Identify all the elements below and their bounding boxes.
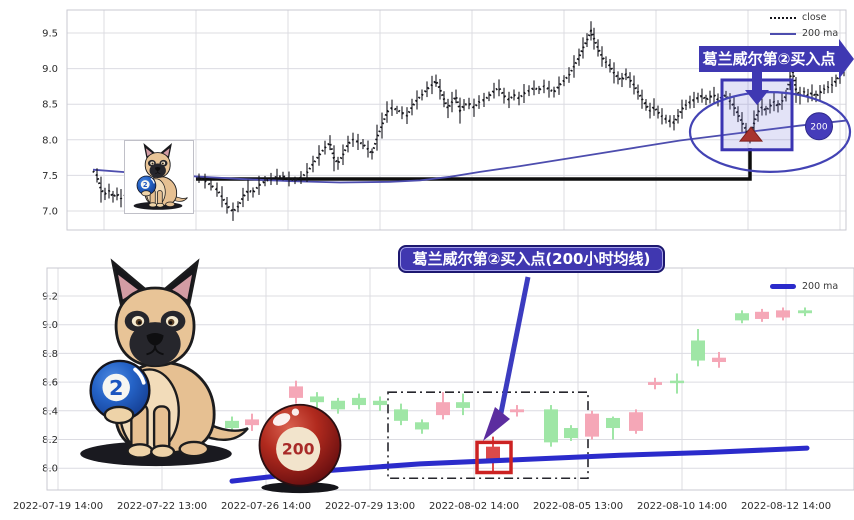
legend-item-200ma-top[interactable]: 200 ma xyxy=(770,28,838,39)
top-y-tick: 8.0 xyxy=(42,135,58,146)
candle-body xyxy=(735,313,749,321)
ma200-badge xyxy=(805,112,833,141)
candle-body xyxy=(606,417,620,429)
candle-body xyxy=(352,397,366,406)
bottom-x-tick: 2022-08-02 14:00 xyxy=(429,501,519,512)
red-200-ball-illustration xyxy=(258,403,342,495)
legend-close-label: close xyxy=(802,12,827,23)
candle-body xyxy=(456,402,470,408)
top-y-tick: 9.0 xyxy=(42,64,58,75)
candle-body xyxy=(544,409,558,443)
candle-body xyxy=(310,396,324,403)
legend-200ma-label: 200 ma xyxy=(802,28,839,39)
bottom-legend: 200 ma xyxy=(770,281,838,292)
annotation-arrow-shaft xyxy=(497,276,531,419)
bottom-x-tick: 2022-07-26 14:00 xyxy=(221,501,311,512)
legend-item-200ma-bottom[interactable]: 200 ma xyxy=(770,281,838,292)
dog-mascot-thumbnail xyxy=(124,140,194,214)
top-ma-line xyxy=(92,119,847,184)
bottom-annotation-banner: 葛兰威尔第②买入点(200小时均线) xyxy=(398,245,665,273)
candle-body xyxy=(691,340,705,361)
top-y-tick: 8.5 xyxy=(42,100,58,111)
bottom-legend-200ma-label: 200 ma xyxy=(802,281,839,292)
bottom-y-tick: 8.4 xyxy=(42,406,58,417)
ma-line-swatch-icon xyxy=(770,32,796,35)
down-arrow-icon xyxy=(745,71,769,107)
candle-body xyxy=(245,419,259,426)
candle-body xyxy=(373,400,387,406)
top-y-tick: 7.0 xyxy=(42,207,58,218)
annotation-arrowhead-icon xyxy=(483,407,510,441)
candle-body xyxy=(331,400,345,410)
buy-point-red-square xyxy=(475,440,513,475)
bottom-x-tick: 2022-08-05 13:00 xyxy=(533,501,623,512)
bottom-x-tick: 2022-07-29 13:00 xyxy=(325,501,415,512)
dog-with-ball-2-illustration xyxy=(78,259,250,468)
top-y-tick: 9.5 xyxy=(42,29,58,40)
close-dotted-swatch-icon xyxy=(770,16,796,19)
bottom-y-tick: 8.8 xyxy=(42,349,58,360)
candle-body xyxy=(415,422,429,430)
top-annotation-banner: 葛兰威尔第②买入点 xyxy=(699,39,854,79)
ma200-badge-label: 200 xyxy=(810,122,827,132)
bottom-x-tick: 2022-07-19 14:00 xyxy=(13,501,103,512)
candle-body xyxy=(629,412,643,431)
candle-body xyxy=(394,409,408,421)
candle-body xyxy=(755,311,769,319)
candle-body xyxy=(648,382,662,385)
dash-dot-analysis-box xyxy=(387,391,589,480)
top-chart: 9.5 9.0 8.5 8.0 7.5 7.0 200 xyxy=(42,9,852,231)
candle-body xyxy=(510,409,524,413)
bottom-y-tick: 8.6 xyxy=(42,378,58,389)
top-close-dotted-line xyxy=(92,27,845,214)
support-trendline xyxy=(196,148,752,181)
bottom-annotation-text: 葛兰威尔第②买入点(200小时均线) xyxy=(412,250,651,268)
bottom-x-tick: 2022-08-10 14:00 xyxy=(637,501,727,512)
highlight-ellipse xyxy=(688,90,852,173)
top-annotation-text: 葛兰威尔第②买入点 xyxy=(702,50,836,68)
candle-body xyxy=(776,310,790,318)
candle-body xyxy=(289,386,303,398)
bottom-x-tick: 2022-08-12 14:00 xyxy=(741,501,831,512)
candles xyxy=(225,307,812,472)
bottom-y-tick: 9.2 xyxy=(42,292,58,303)
thick-ma-swatch-icon xyxy=(770,284,796,289)
bottom-y-tick: 8.2 xyxy=(42,435,58,446)
bottom-y-tick: 9.0 xyxy=(42,320,58,331)
candle-body xyxy=(670,380,684,384)
marked-candle xyxy=(486,446,500,460)
candle-body xyxy=(798,310,812,314)
legend-item-close[interactable]: close xyxy=(770,12,838,23)
candle-body xyxy=(712,357,726,363)
candle-body xyxy=(436,402,450,416)
buy-point-triangle-icon xyxy=(738,126,764,142)
top-legend: close 200 ma xyxy=(770,12,838,39)
bottom-y-tick: 8.0 xyxy=(42,464,58,475)
dog-with-ball-2-icon xyxy=(133,143,189,211)
candle-body xyxy=(585,413,599,437)
candle-body xyxy=(564,428,578,439)
candle-body xyxy=(225,420,239,429)
bottom-x-tick: 2022-07-22 13:00 xyxy=(117,501,207,512)
top-y-tick: 7.5 xyxy=(42,171,58,182)
